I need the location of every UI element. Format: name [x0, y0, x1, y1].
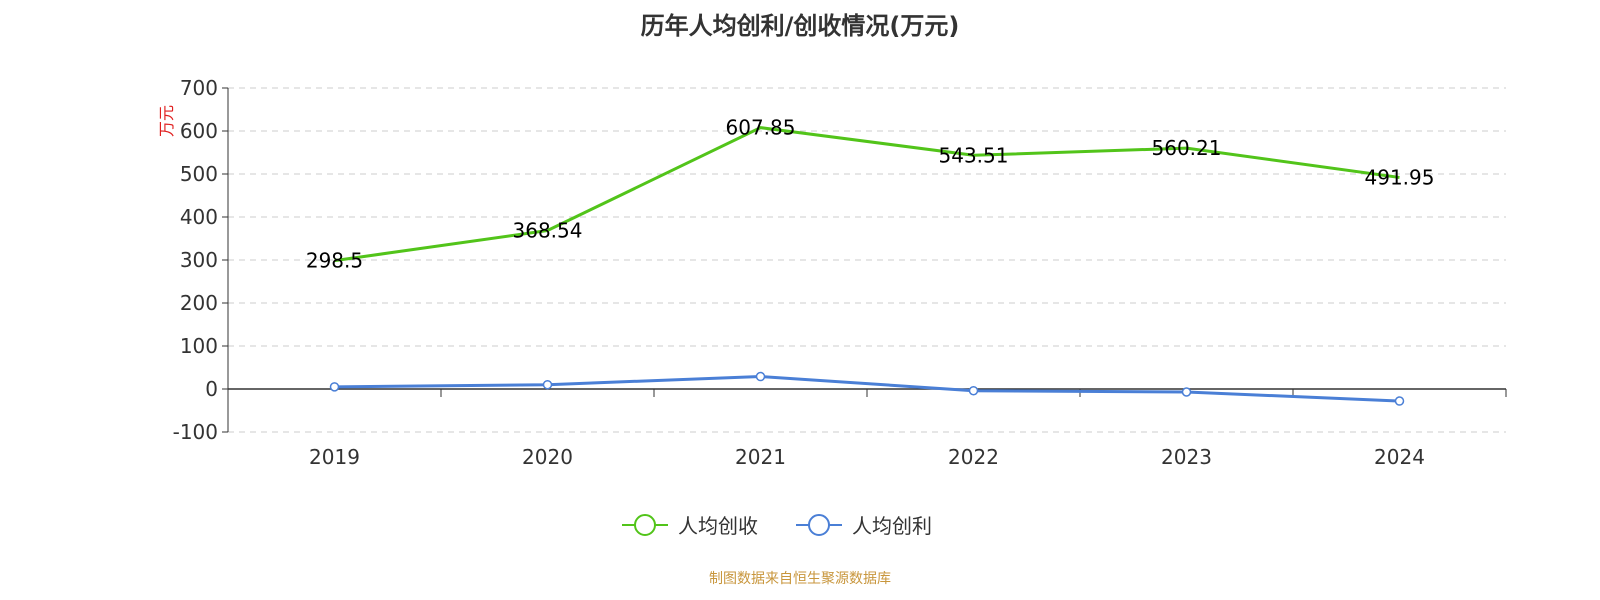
data-label: 543.51 [939, 143, 1009, 167]
axes: -100 0 100 200 300 400 500 600 700 2019 2020 2021 20… [173, 76, 1507, 469]
y-tick-label: 0 [205, 377, 218, 401]
data-label: 607.85 [726, 116, 796, 140]
y-tick-label: -100 [173, 420, 218, 444]
data-label: 560.21 [1152, 136, 1222, 160]
x-tick-label: 2021 [735, 445, 786, 469]
x-tick-label: 2019 [309, 445, 360, 469]
data-point [542, 379, 553, 390]
data-label: 491.95 [1365, 165, 1435, 189]
legend-item-2[interactable]: 人均创利 [796, 514, 932, 538]
x-tick-label: 2022 [948, 445, 999, 469]
x-tick-label: 2023 [1161, 445, 1212, 469]
legend[interactable]: 人均创收 人均创利 [622, 514, 932, 538]
x-tick-label: 2020 [522, 445, 573, 469]
grid-lines [228, 87, 1506, 433]
x-tick-label: 2024 [1374, 445, 1425, 469]
data-point [968, 385, 979, 396]
y-tick-label: 700 [180, 76, 218, 100]
legend-label: 人均创利 [852, 514, 932, 538]
data-point [1181, 387, 1192, 397]
chart-title: 历年人均创利/创收情况(万元) [641, 12, 960, 40]
data-labels: 298.5 368.54 607.85 543.51 560.21 491.95 [306, 116, 1435, 273]
data-point [1394, 396, 1405, 406]
source-note: 制图数据来自恒生聚源数据库 [709, 571, 891, 587]
data-label: 298.5 [306, 249, 363, 273]
y-axis-unit: 万元 [157, 105, 176, 137]
data-point [755, 371, 766, 382]
series-line-2 [334, 375, 1400, 403]
legend-item-1[interactable]: 人均创收 [622, 514, 758, 538]
data-point [329, 382, 340, 392]
legend-marker-icon [634, 514, 656, 536]
legend-label: 人均创收 [678, 514, 758, 538]
data-label: 368.54 [513, 219, 583, 243]
y-tick-label: 600 [180, 119, 218, 143]
series [329, 126, 1405, 406]
y-tick-label: 400 [180, 205, 218, 229]
legend-marker-icon [808, 514, 830, 536]
y-tick-label: 100 [180, 334, 218, 358]
y-tick-label: 300 [180, 248, 218, 272]
y-tick-label: 500 [180, 162, 218, 186]
y-tick-label: 200 [180, 291, 218, 315]
series-line-1 [334, 126, 1400, 263]
